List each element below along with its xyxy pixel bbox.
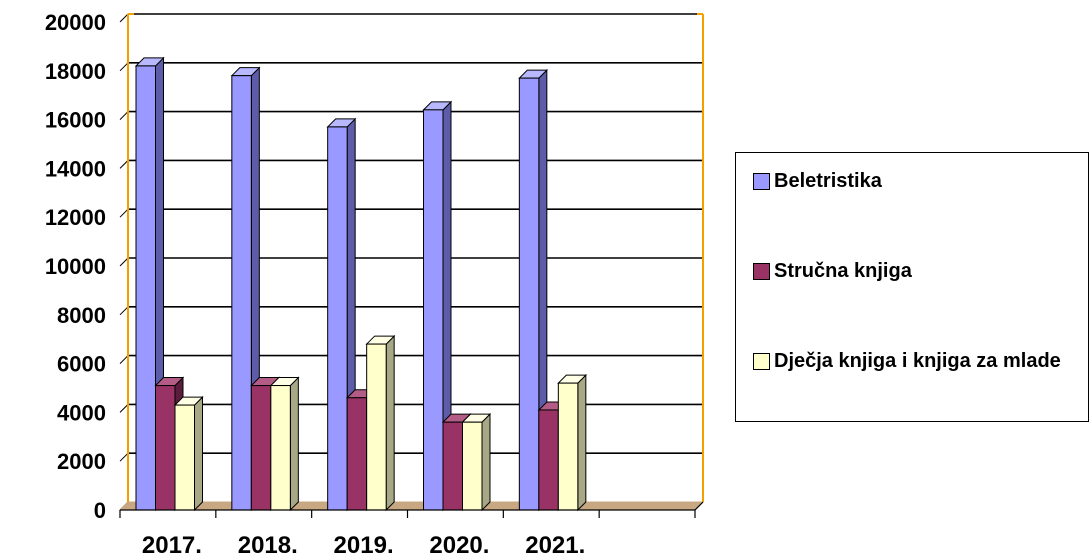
bar (557, 373, 588, 512)
bar-side (577, 373, 587, 512)
y-tick-label: 20000 (45, 10, 106, 35)
legend-swatch (753, 173, 770, 190)
bar-front (423, 109, 444, 511)
legend-label: Stručna knjiga (774, 260, 912, 282)
bar-front (346, 397, 368, 511)
y-tick-label: 18000 (45, 59, 106, 84)
gridline-side (119, 13, 129, 23)
bar (269, 376, 300, 512)
legend-item-strucna-knjiga: Stručna knjiga (753, 256, 1074, 286)
y-tick-label: 12000 (45, 205, 106, 230)
gridlines (119, 13, 703, 511)
bar (173, 395, 204, 512)
gridline-side (119, 257, 129, 267)
gridline-side (119, 62, 129, 72)
x-tick-label: 2018. (238, 532, 298, 559)
bar (365, 334, 396, 512)
y-tick-label: 8000 (57, 303, 106, 328)
bar-front (366, 343, 387, 511)
bar-front (538, 409, 559, 511)
y-tick-label: 4000 (57, 400, 106, 425)
gridline-side (119, 404, 129, 413)
y-tick-label: 14000 (45, 156, 106, 181)
gridline-side (119, 452, 129, 462)
x-axis-depth (694, 501, 704, 511)
gridline-side (119, 111, 129, 120)
bar-side (385, 334, 395, 512)
y-tick-label: 0 (94, 498, 106, 523)
bar-front (174, 404, 195, 511)
bars (134, 56, 588, 512)
legend: Beletristika Stručna knjiga Dječja knjig… (735, 152, 1089, 422)
bar-front (135, 65, 156, 511)
bar (422, 100, 453, 512)
bar-side (194, 395, 203, 512)
legend-label: Beletristika (774, 170, 882, 192)
bar (518, 68, 549, 512)
bar-front (462, 421, 483, 511)
bar-front (557, 382, 579, 511)
bar-front (518, 77, 540, 511)
bar-side (289, 376, 299, 512)
gridline-side (119, 208, 129, 218)
x-tick-label: 2020. (429, 532, 489, 559)
x-tick-label: 2021. (525, 532, 585, 559)
y-tick-label: 6000 (57, 352, 106, 377)
plot-frame (127, 13, 704, 502)
y-tick-label: 10000 (45, 254, 106, 279)
bar-front (155, 385, 176, 511)
legend-item-djecja-knjiga: Dječja knjiga i knjiga za mlade (753, 346, 1074, 376)
x-tick-label: 2017. (142, 532, 202, 559)
legend-swatch (753, 353, 770, 370)
bar-side (481, 412, 491, 512)
bar-front (231, 75, 252, 511)
legend-item-beletristika: Beletristika (753, 166, 1074, 196)
gridline-side (119, 355, 129, 364)
legend-swatch (753, 263, 770, 280)
x-tick-label: 2019. (334, 532, 394, 559)
gridline-side (119, 306, 129, 316)
chart-floor (118, 501, 705, 511)
gridline-side (119, 160, 129, 169)
bar-front (442, 421, 463, 511)
bar-front (270, 385, 291, 511)
legend-label: Dječja knjiga i knjiga za mlade (774, 350, 1061, 372)
bar-front (250, 385, 272, 511)
y-tick-label: 16000 (45, 108, 106, 133)
bar (461, 412, 492, 512)
y-tick-label: 2000 (57, 449, 106, 474)
x-tick-labels: 2017. 2018. 2019. 2020. 2021. (142, 532, 585, 559)
y-tick-labels: 0 2000 4000 6000 8000 10000 12000 14000 16000 180… (45, 10, 106, 523)
floor (118, 501, 705, 511)
bar-front (327, 126, 348, 511)
axes (119, 501, 704, 518)
